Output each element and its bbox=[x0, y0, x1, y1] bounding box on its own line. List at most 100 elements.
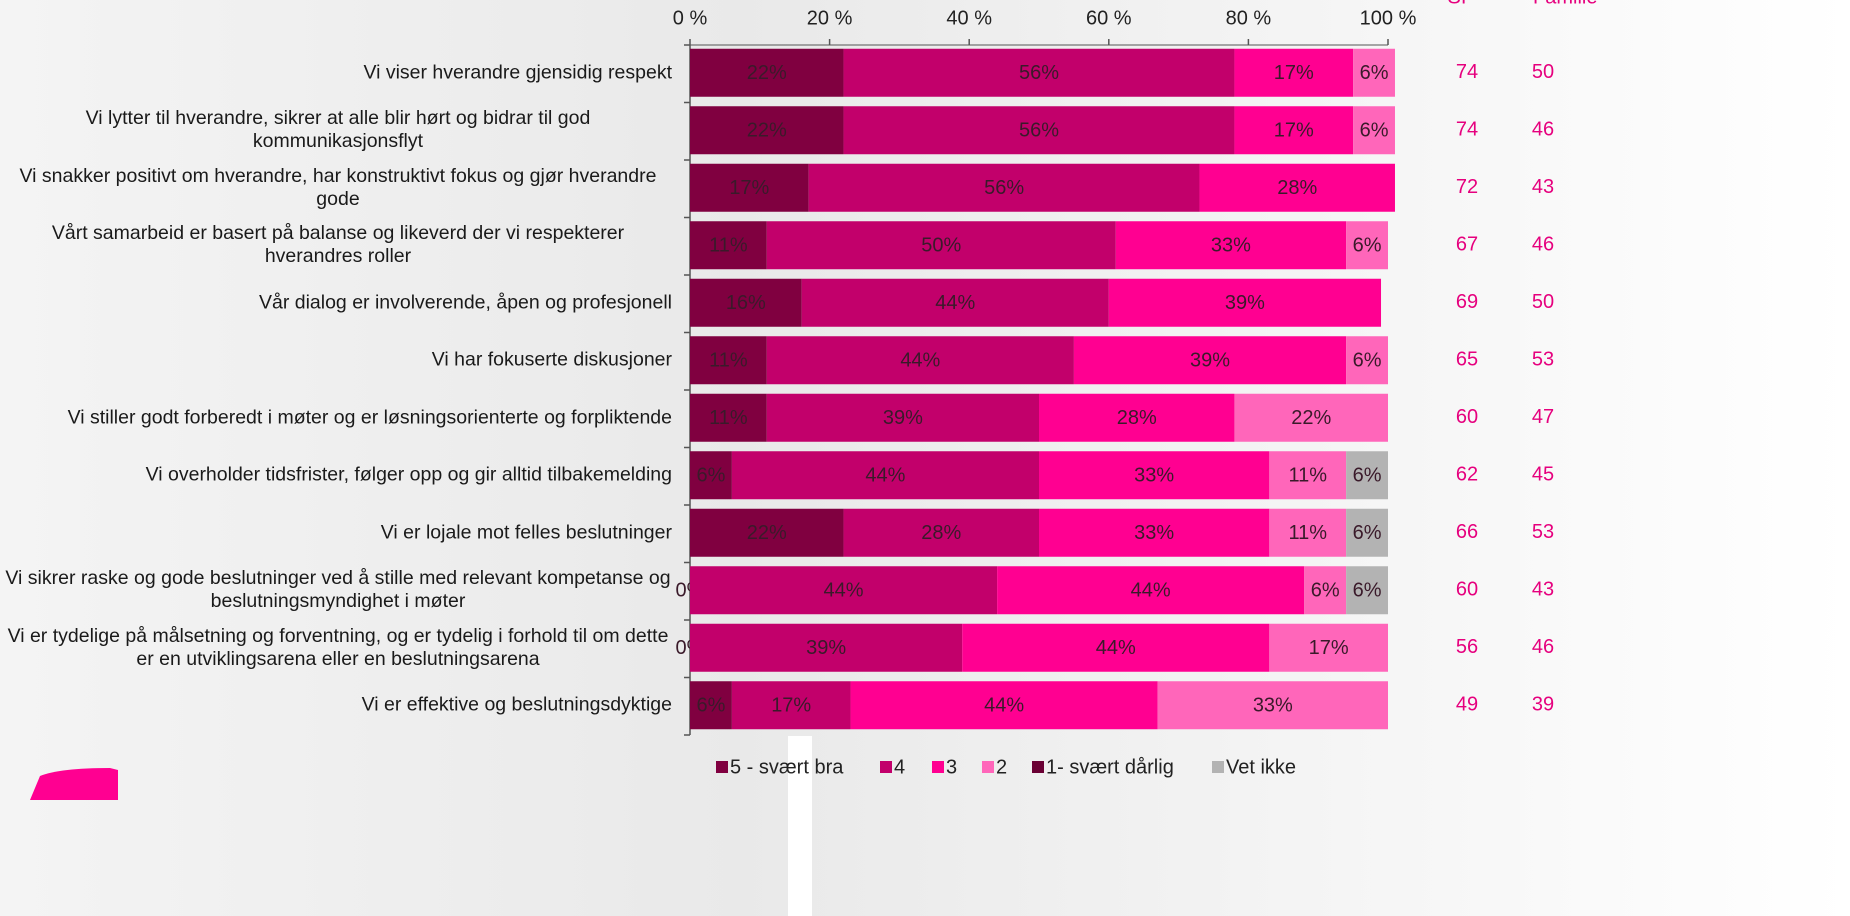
data-label: 17% bbox=[729, 177, 769, 199]
category-label: Vi har fokuserte diskusjoner bbox=[0, 349, 672, 372]
column-value: 67 bbox=[1456, 234, 1478, 256]
bar-segment bbox=[1108, 278, 1382, 327]
bar-segment bbox=[808, 163, 1200, 212]
x-tick-label: 20 % bbox=[807, 7, 853, 29]
data-label: 44% bbox=[900, 350, 940, 372]
data-label: 56% bbox=[984, 177, 1024, 199]
bar-segment bbox=[801, 278, 1109, 327]
bar-segment bbox=[1039, 393, 1235, 442]
column-value: 50 bbox=[1532, 61, 1554, 83]
bar-segment bbox=[1234, 48, 1354, 97]
legend-label: 3 bbox=[946, 756, 957, 778]
bar-segment bbox=[690, 106, 844, 155]
data-label: 22% bbox=[1291, 407, 1331, 429]
bar-segment bbox=[690, 681, 732, 730]
category-text: Vi lytter til hverandre, sikrer at alle … bbox=[85, 107, 591, 153]
data-label: 17% bbox=[1309, 637, 1349, 659]
data-label: 6% bbox=[1360, 120, 1389, 142]
bar-segment bbox=[1346, 508, 1388, 557]
column-value: 53 bbox=[1532, 349, 1554, 371]
data-label: 17% bbox=[771, 695, 811, 717]
legend-label: 4 bbox=[894, 756, 905, 778]
bar-segment bbox=[1346, 221, 1388, 270]
column-header: SI bbox=[1448, 0, 1467, 8]
bar-segment bbox=[1353, 48, 1395, 97]
column-header: Familie bbox=[1533, 0, 1597, 8]
bar-segment bbox=[1234, 106, 1354, 155]
bar-segment bbox=[1304, 566, 1347, 615]
stripe bbox=[788, 736, 812, 916]
bar-segment bbox=[690, 451, 732, 500]
data-label: 39% bbox=[1190, 350, 1230, 372]
bar-segment bbox=[1199, 163, 1395, 212]
data-label: 33% bbox=[1134, 465, 1174, 487]
column-value: 62 bbox=[1456, 464, 1478, 486]
data-label: 11% bbox=[1288, 465, 1327, 487]
bar-segment bbox=[843, 48, 1235, 97]
column-value: 65 bbox=[1456, 349, 1478, 371]
bar-segment bbox=[1073, 336, 1347, 385]
category-text: Vi har fokuserte diskusjoner bbox=[431, 348, 672, 371]
column-value: 46 bbox=[1532, 119, 1554, 141]
bar-segment bbox=[731, 681, 851, 730]
bar-segment bbox=[690, 163, 809, 212]
legend-label: 2 bbox=[996, 756, 1007, 778]
data-label: 28% bbox=[1117, 407, 1157, 429]
column-value: 56 bbox=[1456, 636, 1478, 658]
legend-swatch bbox=[880, 761, 892, 773]
legend-swatch bbox=[1032, 761, 1044, 773]
legend-item: 1- svært dårlig bbox=[1032, 756, 1174, 778]
legend-item: 3 bbox=[932, 756, 957, 778]
bar-segment bbox=[1234, 393, 1388, 442]
column-value: 46 bbox=[1532, 234, 1554, 256]
category-label: Vårt samarbeid er basert på balanse og l… bbox=[0, 222, 672, 268]
data-label: 44% bbox=[935, 292, 975, 314]
legend-swatch bbox=[982, 761, 994, 773]
column-value: 74 bbox=[1456, 61, 1478, 83]
legend-swatch bbox=[716, 761, 728, 773]
column-value: 66 bbox=[1456, 521, 1478, 543]
bar-segment bbox=[690, 393, 767, 442]
legend-label: 1- svært dårlig bbox=[1046, 756, 1174, 778]
bar-segment bbox=[766, 336, 1074, 385]
category-label: Vi er tydelige på målsetning og forventn… bbox=[0, 625, 672, 671]
data-label: 33% bbox=[1211, 235, 1251, 257]
data-label: 6% bbox=[1353, 522, 1382, 544]
category-label: Vi overholder tidsfrister, følger opp og… bbox=[0, 464, 672, 487]
column-value: 74 bbox=[1456, 119, 1478, 141]
data-label: 17% bbox=[1274, 120, 1314, 142]
bar-segment bbox=[690, 336, 767, 385]
bar-segment bbox=[1039, 508, 1270, 557]
bar-segment bbox=[1269, 623, 1388, 672]
column-value: 47 bbox=[1532, 406, 1554, 428]
category-text: Vi stiller godt forberedt i møter og er … bbox=[67, 406, 672, 429]
legend-item: Vet ikke bbox=[1212, 756, 1296, 778]
category-label: Vi viser hverandre gjensidig respekt bbox=[0, 61, 672, 84]
data-label: 6% bbox=[696, 465, 725, 487]
bar-segment bbox=[690, 278, 802, 327]
bar-segment bbox=[1346, 451, 1388, 500]
data-label: 33% bbox=[1253, 695, 1293, 717]
column-value: 49 bbox=[1456, 694, 1478, 716]
bar-segment bbox=[1157, 681, 1388, 730]
bar-segment bbox=[1039, 451, 1270, 500]
bar-segment bbox=[1346, 566, 1388, 615]
column-value: 43 bbox=[1532, 176, 1554, 198]
category-text: Vi sikrer raske og gode beslutninger ved… bbox=[5, 567, 671, 613]
x-tick-label: 60 % bbox=[1086, 7, 1132, 29]
data-label: 6% bbox=[1353, 235, 1382, 257]
data-label: 22% bbox=[747, 62, 787, 84]
legend-swatch bbox=[1212, 761, 1224, 773]
data-label: 44% bbox=[984, 695, 1024, 717]
data-label: 6% bbox=[1353, 350, 1382, 372]
category-label: Vi stiller godt forberedt i møter og er … bbox=[0, 406, 672, 429]
bar-segment bbox=[690, 623, 963, 672]
data-label: 44% bbox=[1131, 580, 1171, 602]
bar-segment bbox=[1269, 451, 1347, 500]
column-value: 60 bbox=[1456, 406, 1478, 428]
data-label: 39% bbox=[1225, 292, 1265, 314]
column-value: 53 bbox=[1532, 521, 1554, 543]
category-text: Vi overholder tidsfrister, følger opp og… bbox=[145, 463, 672, 486]
